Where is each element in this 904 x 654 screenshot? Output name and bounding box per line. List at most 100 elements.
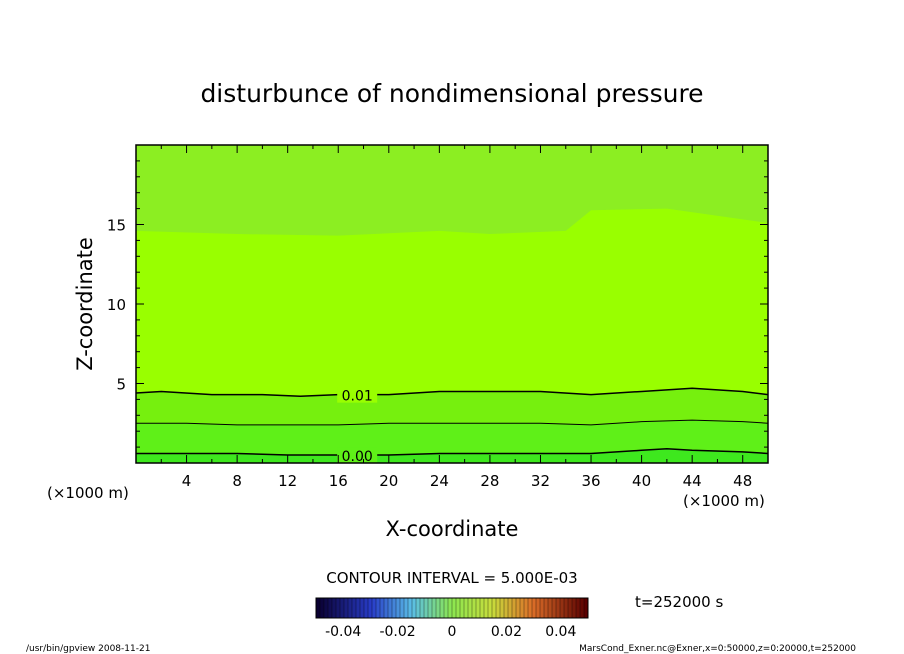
x-tick-label: 36 [581,472,600,490]
chart-title: disturbunce of nondimensional pressure [200,79,703,108]
colorbar-cell [376,598,380,618]
axis-ticks [136,145,768,463]
colorbar-cell [372,598,376,618]
colorbar-cell [396,598,400,618]
x-tick-labels: 4 8 12 16 20 24 28 32 36 40 44 48 [182,472,752,490]
contour-label-bg-2 [337,447,378,464]
contour-line-1 [136,419,769,426]
colorbar-cell [580,598,584,618]
colorbar-cell [436,598,440,618]
colorbar-cell [332,598,336,618]
colorbar-cell [528,598,532,618]
colorbar-cell [364,598,368,618]
colorbar-tick-label: 0 [448,624,457,640]
colorbar-cell [452,598,456,618]
colorbar-cell [516,598,520,618]
y-tick-labels: 5 10 15 [107,217,126,394]
contour-label-2: 0.00 [342,449,373,465]
contour-line-0 [135,387,769,397]
colorbar-cell [348,598,352,618]
colorbar-cell [560,598,564,618]
colorbar-cell [392,598,396,618]
colorbar-cell [504,598,508,618]
colorbar-frame [315,597,589,619]
x-tick-label: 32 [531,472,550,490]
colorbar-tick-label: 0.04 [545,624,576,640]
colorbar-cell [524,598,528,618]
colorbar-cell [448,598,452,618]
colorbar-cell [420,598,424,618]
field-upper-bulge [136,145,768,236]
colorbar-tick-label: -0.02 [379,624,415,640]
colorbar-cell [548,598,552,618]
colorbar-cell [368,598,372,618]
y-axis-label: Z-coordinate [73,237,97,371]
colorbar-cell [480,598,484,618]
colorbar-cell [508,598,512,618]
colorbar-cell [432,598,436,618]
colorbar-cell [536,598,540,618]
footer-left-text: /usr/bin/gpview 2008-11-21 [26,644,150,654]
contour-label-0: 0.01 [342,389,373,405]
colorbar-cell [572,598,576,618]
x-tick-label: 28 [480,472,499,490]
colorbar-cell [576,598,580,618]
colorbar-cell [356,598,360,618]
colorbar-cell [380,598,384,618]
colorbar-cell [440,598,444,618]
colorbar [315,598,588,618]
colorbar-tick-label: 0.02 [491,624,522,640]
footer-right-text: MarsCond_Exner.nc@Exner,x=0:50000,z=0:20… [579,644,856,654]
colorbar-cell [316,598,320,618]
x-tick-label: 40 [632,472,651,490]
colorbar-cell [328,598,332,618]
colorbar-cell [532,598,536,618]
colorbar-cell [324,598,328,618]
contour-line-2 [136,447,769,456]
colorbar-tick-labels: -0.04 -0.02 0 0.02 0.04 [325,624,576,640]
colorbar-cell [568,598,572,618]
x-tick-label: 44 [683,472,702,490]
x-tick-label: 4 [182,472,192,490]
colorbar-cell [552,598,556,618]
colorbar-cell [520,598,524,618]
y-tick-label: 15 [107,217,126,235]
colorbar-cell [388,598,392,618]
colorbar-cell [472,598,476,618]
colorbar-cell [556,598,560,618]
colorbar-cell [564,598,568,618]
plot-area: 0.01 0.00 [135,144,769,465]
colorbar-cell [424,598,428,618]
colorbar-cell [412,598,416,618]
x-tick-label: 12 [278,472,297,490]
time-label: t=252000 s [635,593,723,611]
colorbar-cell [496,598,500,618]
colorbar-cell [404,598,408,618]
x-axis-label: X-coordinate [386,517,519,541]
colorbar-cell [444,598,448,618]
colorbar-cell [352,598,356,618]
colorbar-cell [460,598,464,618]
colorbar-cell [340,598,344,618]
colorbar-cell [488,598,492,618]
y-tick-label: 10 [107,296,126,314]
colorbar-cell [320,598,324,618]
colorbar-cell [360,598,364,618]
x-tick-label: 24 [430,472,449,490]
colorbar-cell [492,598,496,618]
colorbar-cell [456,598,460,618]
x-tick-label: 8 [232,472,242,490]
colorbar-cell [384,598,388,618]
colorbar-cell [540,598,544,618]
x-tick-label: 20 [379,472,398,490]
colorbar-cell [500,598,504,618]
contour-lines: 0.01 0.00 [135,386,769,465]
colorbar-cell [416,598,420,618]
colorbar-cell [336,598,340,618]
contour-interval-label: CONTOUR INTERVAL = 5.000E-03 [326,569,577,587]
colorbar-tick-label: -0.04 [325,624,361,640]
colorbar-cell [408,598,412,618]
colorbar-cell [428,598,432,618]
x-unit-label: (×1000 m) [683,492,765,510]
y-unit-label: (×1000 m) [47,484,129,502]
